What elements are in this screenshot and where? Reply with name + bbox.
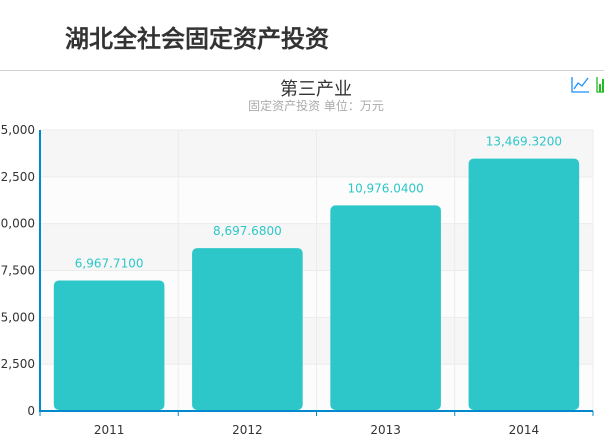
data-label-2011: 6,967.7100: [75, 256, 144, 270]
data-labels: 6,967.7100 8,697.6800 10,976.0400 13,469.32…: [75, 135, 562, 271]
y-tick-label-5000: 5,000: [1, 310, 35, 324]
y-tick-label-2500: 2,500: [1, 357, 35, 371]
y-tick-label-12500: 12,500: [0, 170, 35, 184]
data-label-2012: 8,697.6800: [213, 224, 282, 238]
bar-2011[interactable]: [53, 280, 165, 410]
page-title: 湖北全社会固定资产投资: [65, 25, 329, 53]
bar-series: [53, 158, 580, 410]
header-divider: [0, 70, 604, 71]
y-tick-label-7500: 7,500: [1, 264, 35, 278]
x-tick-label-2013: 2013: [370, 423, 401, 437]
bar-2014[interactable]: [468, 158, 580, 410]
page-header: 湖北全社会固定资产投资: [0, 0, 604, 70]
y-tick-label-10000: 10,000: [0, 217, 35, 231]
y-tick-label-15000: 15,000: [0, 123, 35, 137]
line-chart-icon[interactable]: [569, 75, 591, 95]
data-label-2014: 13,469.3200: [486, 135, 562, 149]
data-label-2013: 10,976.0400: [347, 181, 423, 195]
x-tick-label-2014: 2014: [509, 423, 540, 437]
x-tick-label-2011: 2011: [94, 423, 125, 437]
x-axis-labels: 2011 2012 2013 2014: [94, 423, 539, 437]
chart-title: 第三产业: [280, 79, 352, 100]
bar-2013[interactable]: [330, 205, 441, 410]
toolbox: [569, 75, 604, 95]
y-tick-label-0: 0: [27, 404, 35, 418]
y-axis-labels: 0 2,500 5,000 7,500 10,000 12,500 15,000: [0, 123, 35, 418]
x-tick-label-2012: 2012: [232, 423, 263, 437]
bar-2012[interactable]: [192, 248, 303, 410]
bar-chart-icon[interactable]: [595, 75, 604, 95]
chart-subtitle: 固定资产投资 单位：万元: [248, 98, 384, 113]
axes: [39, 130, 594, 416]
